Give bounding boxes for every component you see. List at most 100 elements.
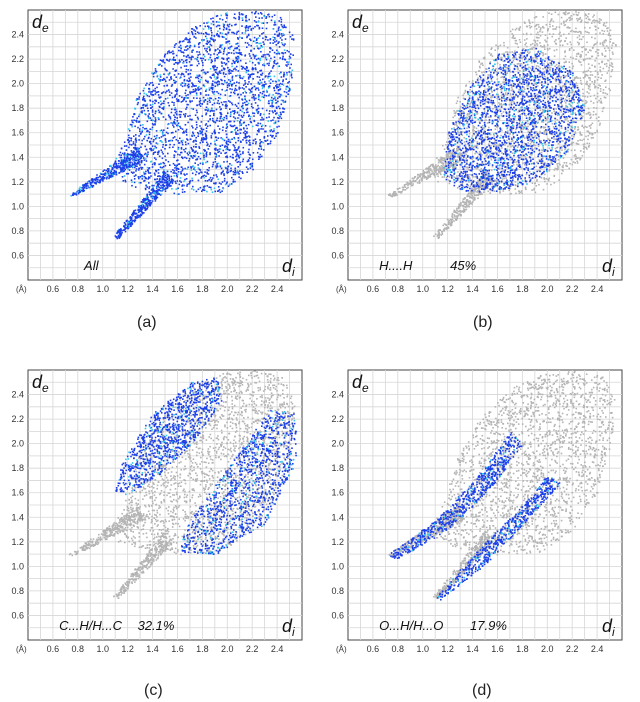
data-point bbox=[487, 174, 489, 177]
data-point bbox=[109, 176, 112, 178]
data-point bbox=[256, 151, 259, 154]
data-point bbox=[269, 38, 271, 41]
grid bbox=[348, 10, 622, 280]
data-point bbox=[184, 113, 187, 115]
data-point bbox=[261, 92, 264, 95]
data-point bbox=[251, 87, 254, 89]
data-point bbox=[113, 169, 116, 172]
data-point bbox=[203, 22, 205, 24]
data-point bbox=[78, 189, 80, 192]
data-point bbox=[244, 83, 246, 85]
y-tick-label: 1.6 bbox=[11, 128, 24, 138]
data-point bbox=[203, 150, 206, 152]
data-point bbox=[274, 59, 276, 62]
data-point bbox=[188, 77, 190, 80]
data-point bbox=[124, 180, 127, 183]
data-point bbox=[598, 84, 600, 86]
data-point bbox=[204, 132, 207, 135]
data-point bbox=[197, 155, 200, 158]
data-point bbox=[199, 25, 201, 27]
data-point bbox=[219, 93, 222, 96]
data-point bbox=[90, 182, 92, 185]
data-point bbox=[197, 54, 199, 56]
data-point bbox=[181, 156, 183, 158]
data-point bbox=[133, 119, 135, 122]
data-point bbox=[561, 172, 563, 175]
data-point bbox=[284, 43, 286, 45]
data-point bbox=[472, 109, 474, 111]
data-point bbox=[217, 24, 219, 27]
data-point bbox=[258, 131, 260, 133]
data-point bbox=[598, 62, 600, 65]
data-point bbox=[517, 117, 520, 119]
data-point bbox=[198, 32, 200, 35]
data-point bbox=[162, 146, 164, 148]
data-point bbox=[176, 164, 178, 166]
data-point bbox=[234, 24, 236, 26]
data-point bbox=[164, 54, 166, 57]
data-point bbox=[209, 97, 211, 99]
data-point bbox=[149, 128, 151, 130]
data-point bbox=[183, 173, 185, 175]
data-point bbox=[457, 96, 459, 99]
data-point bbox=[514, 75, 516, 77]
data-point bbox=[151, 123, 154, 125]
data-point bbox=[471, 80, 474, 82]
data-point bbox=[462, 154, 465, 157]
data-point bbox=[199, 152, 202, 155]
data-point bbox=[225, 142, 228, 145]
data-point bbox=[578, 61, 581, 63]
data-point bbox=[214, 149, 217, 151]
data-point bbox=[123, 229, 125, 231]
data-point bbox=[556, 119, 559, 121]
data-point bbox=[518, 190, 521, 193]
data-point bbox=[244, 101, 246, 104]
data-point bbox=[107, 169, 110, 172]
data-point bbox=[232, 49, 235, 52]
data-point bbox=[127, 221, 130, 224]
data-point bbox=[154, 112, 157, 115]
data-point bbox=[230, 111, 233, 113]
data-point bbox=[273, 128, 275, 130]
data-point bbox=[583, 146, 586, 148]
data-point bbox=[165, 69, 167, 71]
data-point bbox=[257, 98, 260, 101]
data-point bbox=[476, 81, 478, 84]
data-point bbox=[267, 135, 269, 137]
data-point bbox=[250, 90, 253, 93]
data-point bbox=[235, 141, 237, 144]
data-point bbox=[123, 145, 126, 147]
data-point bbox=[472, 129, 474, 131]
data-point bbox=[215, 156, 217, 158]
data-point bbox=[185, 94, 187, 97]
data-point bbox=[509, 30, 512, 33]
data-point bbox=[186, 183, 189, 186]
data-point bbox=[598, 20, 601, 23]
data-point bbox=[230, 131, 233, 133]
data-point bbox=[247, 160, 250, 162]
data-point bbox=[251, 96, 253, 99]
data-point bbox=[525, 45, 528, 48]
data-point bbox=[199, 186, 202, 189]
data-point bbox=[500, 112, 503, 115]
data-point bbox=[236, 52, 238, 54]
data-point bbox=[535, 131, 537, 133]
data-point bbox=[219, 45, 222, 48]
data-point bbox=[157, 94, 160, 96]
data-point bbox=[470, 139, 472, 142]
data-point bbox=[168, 50, 170, 52]
data-point bbox=[248, 157, 251, 159]
data-point bbox=[478, 70, 480, 72]
data-point bbox=[154, 193, 157, 195]
data-point bbox=[200, 76, 203, 79]
data-point bbox=[214, 120, 216, 123]
data-point bbox=[561, 87, 563, 89]
data-point bbox=[153, 190, 156, 192]
data-point bbox=[162, 133, 164, 135]
data-point bbox=[459, 120, 461, 122]
data-point bbox=[273, 56, 276, 58]
data-point bbox=[148, 203, 150, 205]
data-point bbox=[143, 95, 145, 98]
data-point bbox=[226, 123, 228, 125]
data-point bbox=[277, 132, 279, 134]
